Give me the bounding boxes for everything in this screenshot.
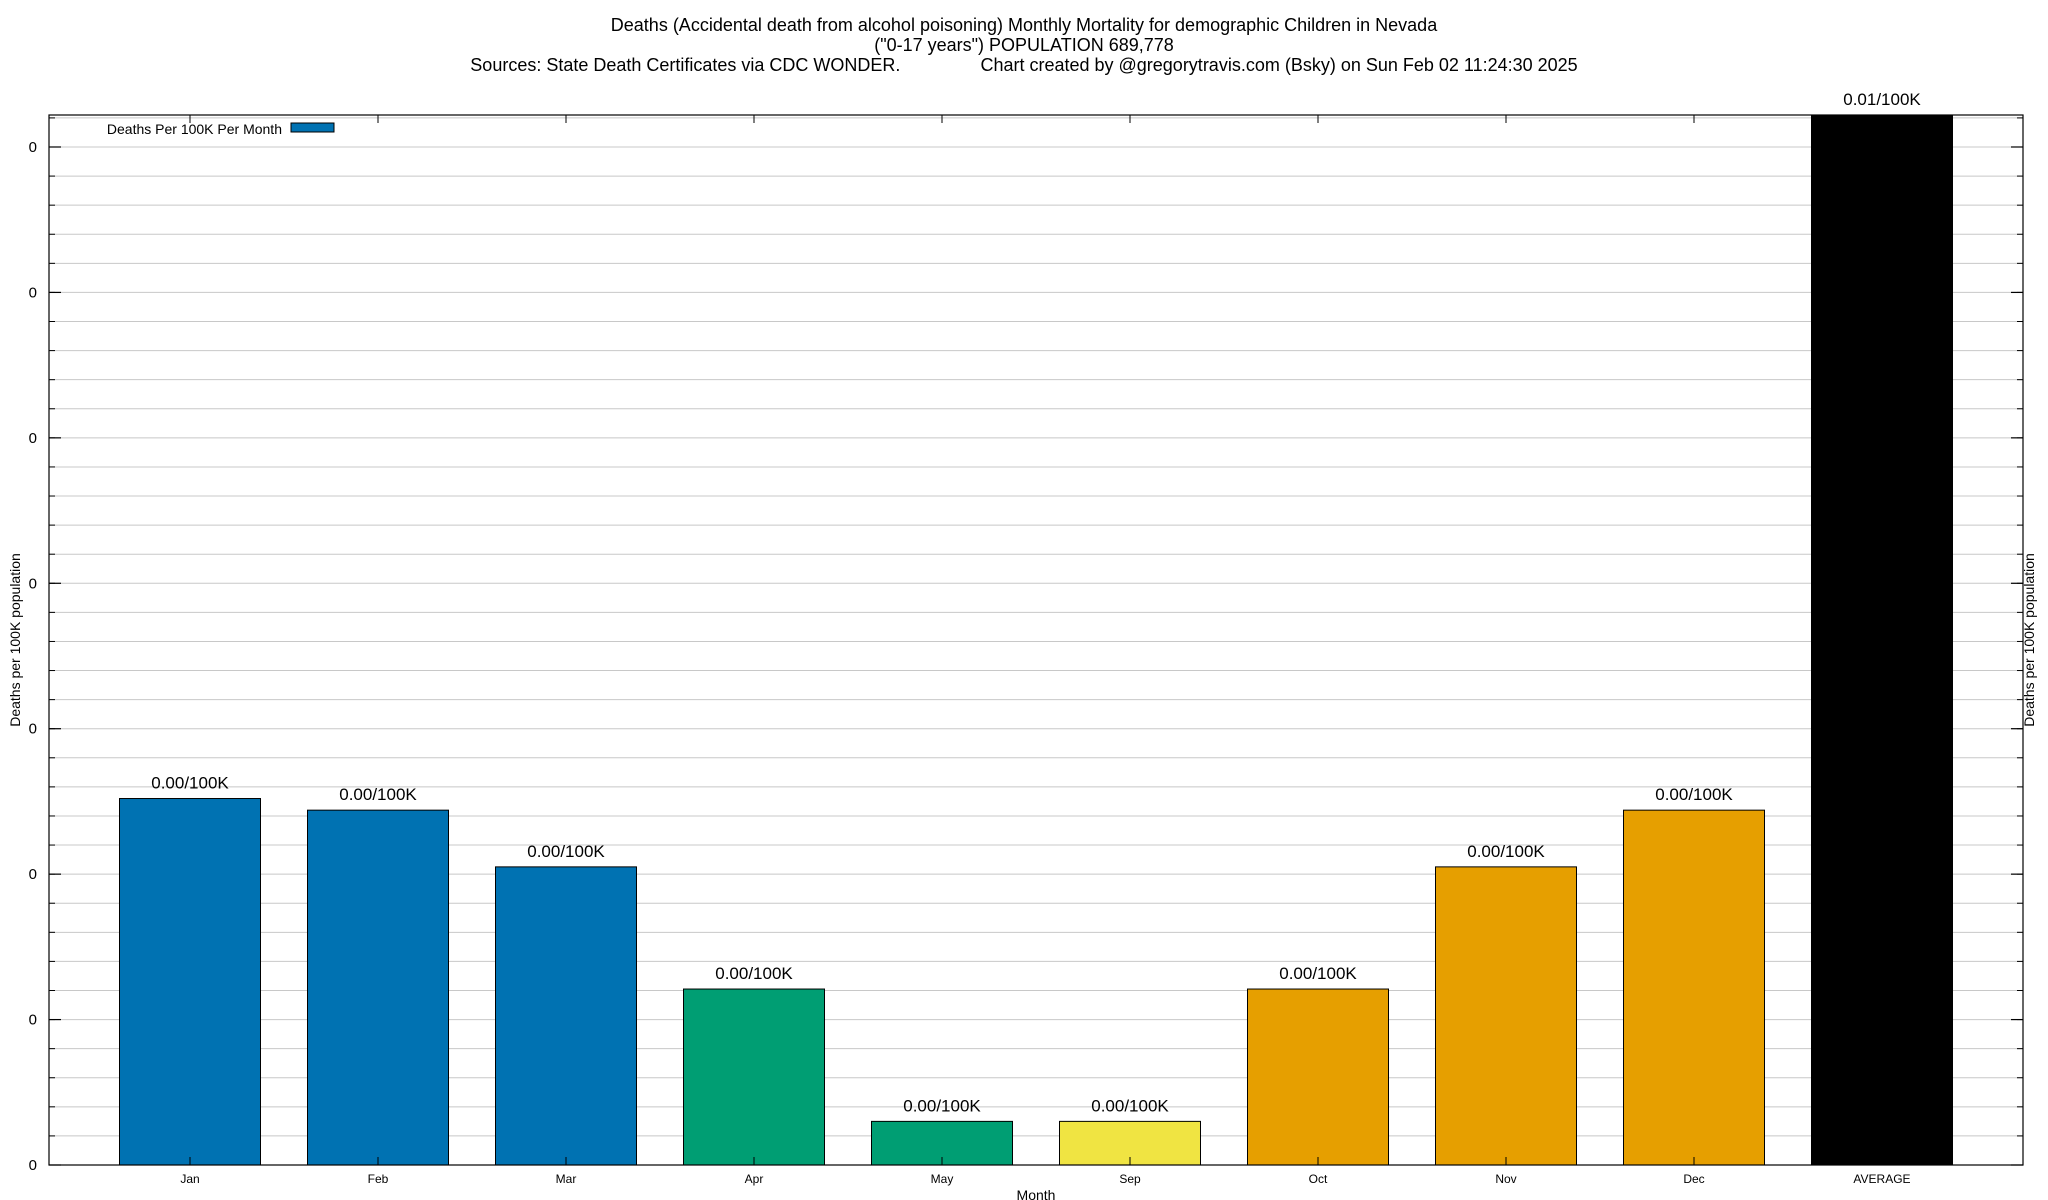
x-tick-label: Mar [556,1172,577,1186]
bar-nov [1435,866,1577,1166]
bar-value-label: 0.01/100K [1843,90,1921,109]
bar-feb [307,809,449,1166]
y-tick-label: 0 [29,430,37,447]
bar-value-label: 0.00/100K [1091,1096,1169,1115]
legend-swatch [290,122,335,133]
x-tick-label: Nov [1495,1172,1516,1186]
bar-value-label: 0.00/100K [1279,964,1357,983]
chart-title-line-3: Sources: State Death Certificates via CD… [470,55,1578,75]
bar-jan [119,798,261,1166]
plot-frame [48,114,2024,1166]
y-tick-label: 0 [29,575,37,592]
bar-dec [1623,809,1765,1166]
chart-title-line-1: Deaths (Accidental death from alcohol po… [610,15,1438,35]
x-tick-label: Feb [368,1172,389,1186]
x-tick-label: Dec [1683,1172,1704,1186]
bar-oct [1247,988,1389,1166]
legend: Deaths Per 100K Per Month [107,121,335,137]
x-tick-label: Sep [1119,1172,1141,1186]
y2-axis-label: Deaths per 100K population [2021,553,2037,727]
bar-average [1811,114,1953,1166]
y-tick-label: 0 [29,139,37,156]
bar-value-label: 0.00/100K [1655,785,1733,804]
x-axis-label: Month [1017,1187,1056,1200]
x-tick-label: Apr [745,1172,764,1186]
bar-apr [683,988,825,1166]
chart-title-line-2: ("0-17 years") POPULATION 689,778 [874,35,1174,55]
y-tick-label: 0 [29,1157,37,1174]
bar-value-label: 0.00/100K [903,1096,981,1115]
y-tick-label: 0 [29,866,37,883]
x-tick-label: May [931,1172,954,1186]
bar-mar [495,866,637,1166]
bar-value-label: 0.00/100K [339,785,417,804]
bar-value-label: 0.00/100K [715,964,793,983]
y-tick-label: 0 [29,1012,37,1029]
x-tick-label: AVERAGE [1853,1172,1910,1186]
bar-value-label: 0.00/100K [151,774,229,793]
y-tick-label: 0 [29,721,37,738]
x-tick-label: Oct [1309,1172,1328,1186]
y-axis-label: Deaths per 100K population [7,553,23,727]
bars: 0.00/100K Jan 0.00/100K Feb 0.00/100K Mar 0.00… [119,90,1953,1186]
bar-value-label: 0.00/100K [527,842,605,861]
bar-value-label: 0.00/100K [1467,842,1545,861]
y-axis-ticks: 0 0 0 0 0 0 0 0 [29,115,2023,1174]
legend-label: Deaths Per 100K Per Month [107,121,282,137]
x-tick-label: Jan [180,1172,199,1186]
y-tick-label: 0 [29,284,37,301]
